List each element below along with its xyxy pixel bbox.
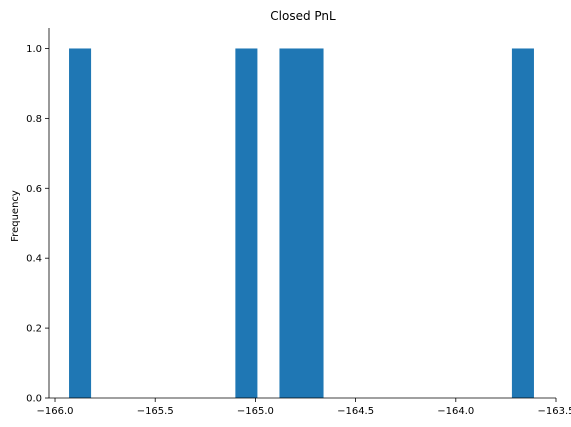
x-tick-label: −166.0 — [37, 406, 74, 417]
y-tick-label: 1.0 — [26, 44, 42, 55]
histogram-bar — [235, 48, 258, 398]
y-axis-label: Frequency — [10, 190, 21, 242]
y-tick-label: 0.8 — [26, 114, 42, 125]
y-tick-label: 0.2 — [26, 324, 42, 335]
y-tick-label: 0.0 — [26, 394, 42, 405]
chart-title: Closed PnL — [270, 9, 336, 23]
bars-group — [69, 48, 534, 398]
histogram-bar — [69, 48, 92, 398]
x-tick-label: −165.0 — [237, 406, 274, 417]
y-tick-label: 0.4 — [26, 254, 42, 265]
x-tick-label: −163.5 — [537, 406, 571, 417]
y-axis-ticks: 0.0 0.2 0.4 0.6 0.8 1.0 — [26, 44, 49, 405]
x-tick-label: −164.0 — [437, 406, 474, 417]
histogram-bar — [511, 48, 534, 398]
x-tick-label: −165.5 — [137, 406, 174, 417]
histogram-bar — [279, 48, 324, 398]
y-tick-label: 0.6 — [26, 184, 42, 195]
x-tick-label: −164.5 — [337, 406, 374, 417]
x-axis-ticks: −166.0 −165.5 −165.0 −164.5 −164.0 −163.5 — [37, 398, 571, 417]
